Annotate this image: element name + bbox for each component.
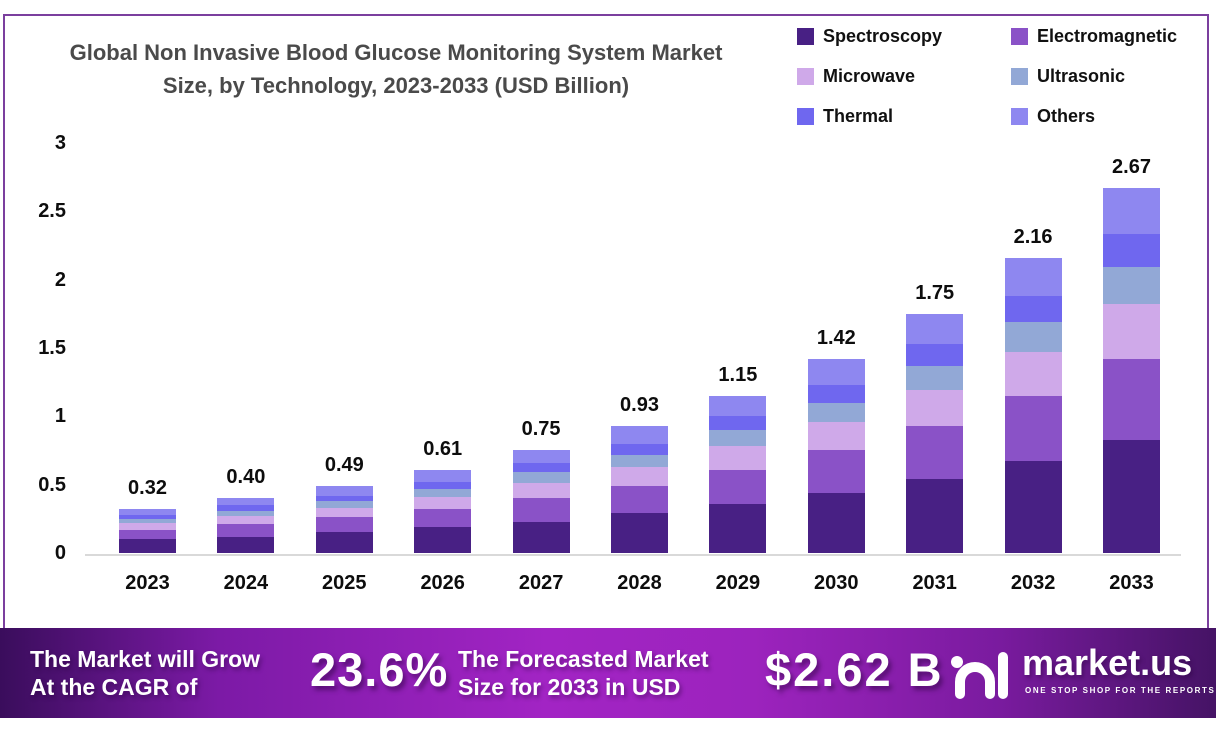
chart-title-line1: Global Non Invasive Blood Glucose Monito…	[69, 40, 723, 65]
legend-item-spectroscopy: Spectroscopy	[797, 24, 1011, 48]
legend-item-thermal: Thermal	[797, 104, 1011, 128]
marketus-logo: market.us ONE STOP SHOP FOR THE REPORTS	[948, 638, 1214, 710]
forecast-caption: The Forecasted Market Size for 2033 in U…	[458, 645, 709, 701]
chart-title-line2: Size, by Technology, 2023-2033 (USD Bill…	[162, 73, 630, 98]
chart-title: Global Non Invasive Blood Glucose Monito…	[11, 36, 781, 102]
legend-item-others: Others	[1011, 104, 1177, 128]
legend-label: Spectroscopy	[823, 25, 943, 46]
legend-label: Ultrasonic	[1037, 65, 1126, 86]
cagr-caption: The Market will Grow At the CAGR of	[30, 645, 260, 701]
chart-legend: Spectroscopy Electromagnetic Microwave Ultr…	[797, 24, 1177, 128]
marketus-logo-icon	[951, 652, 1008, 699]
legend-label: Others	[1037, 105, 1096, 126]
legend-item-ultrasonic: Ultrasonic	[1011, 64, 1177, 88]
legend-swatch-icon	[1011, 67, 1028, 85]
brand-tagline: ONE STOP SHOP FOR THE REPORTS	[1025, 686, 1216, 695]
legend-swatch-icon	[797, 67, 814, 85]
legend-item-microwave: Microwave	[797, 64, 1011, 88]
brand-name: market.us	[1022, 642, 1193, 683]
legend-label: Thermal	[823, 105, 894, 126]
forecast-caption-line1: The Forecasted Market	[458, 646, 709, 672]
legend-swatch-icon	[797, 107, 814, 125]
legend-swatch-icon	[1011, 107, 1028, 125]
cagr-caption-line2: At the CAGR of	[30, 674, 198, 700]
footer-banner: The Market will Grow At the CAGR of 23.6…	[0, 628, 1216, 718]
legend-item-electromagnetic: Electromagnetic	[1011, 24, 1177, 48]
forecast-value: $2.62 B	[765, 643, 944, 696]
legend-label: Microwave	[823, 65, 916, 86]
legend-swatch-icon	[1011, 27, 1028, 45]
legend-label: Electromagnetic	[1037, 25, 1178, 46]
cagr-value: 23.6%	[310, 643, 449, 696]
forecast-caption-line2: Size for 2033 in USD	[458, 674, 681, 700]
legend-swatch-icon	[797, 27, 814, 45]
cagr-caption-line1: The Market will Grow	[30, 646, 261, 672]
